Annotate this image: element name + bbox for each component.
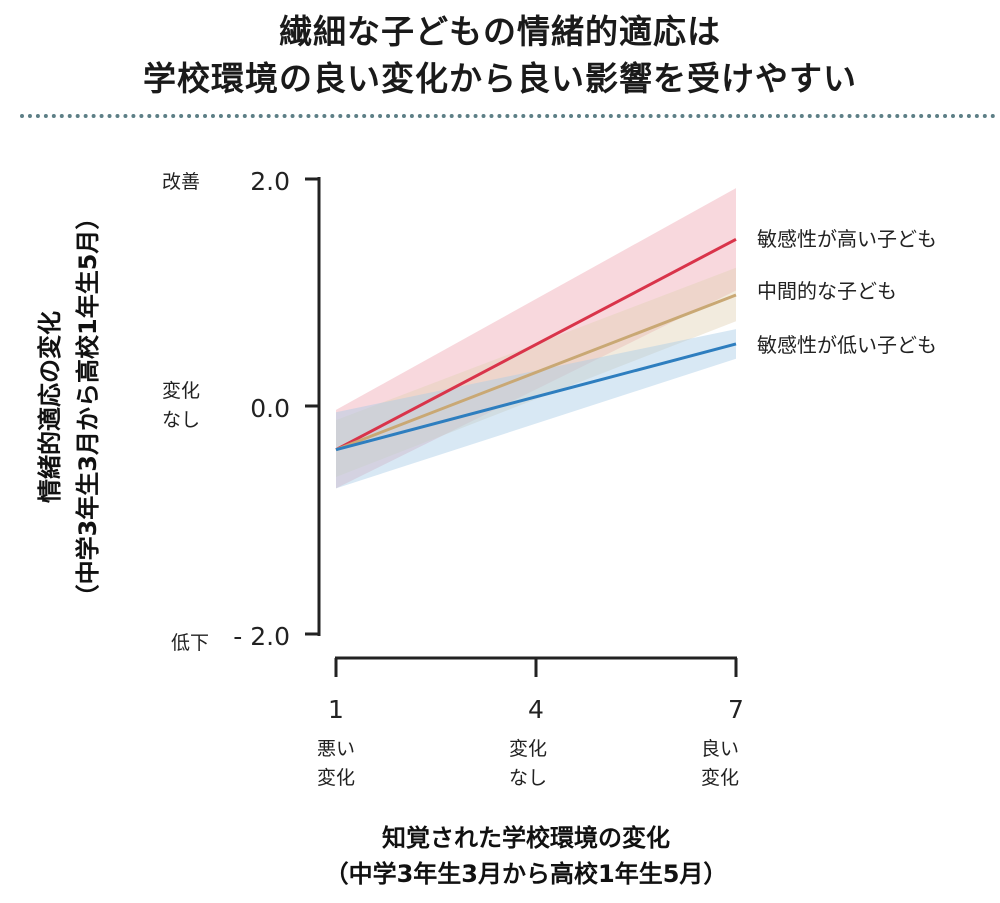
x-annotation-bad-1: 悪い xyxy=(317,738,355,760)
y-tick-label: 2.0 xyxy=(250,167,290,196)
series-line-high-sensitivity xyxy=(335,237,737,452)
confidence-bands xyxy=(336,188,736,489)
x-tick-label: 7 xyxy=(728,695,744,724)
confidence-band-high-sensitivity xyxy=(336,188,736,489)
y-tick-label: - 2.0 xyxy=(233,622,290,651)
chart-title: 繊細な子どもの情緒的適応は 学校環境の良い変化から良い影響を受けやすい xyxy=(0,8,1000,102)
x-annotation-bad-2: 変化 xyxy=(317,767,355,789)
series-label-low-sensitivity: 敏感性が低い子ども xyxy=(757,333,937,357)
x-tick-label: 1 xyxy=(328,695,344,724)
series-lines xyxy=(335,237,737,452)
series-label-medium: 中間的な子ども xyxy=(757,279,897,303)
x-axis-title-line-1: 知覚された学校環境の変化 xyxy=(382,824,670,852)
y-annotation-decline: 低下 xyxy=(171,632,209,654)
series-line-medium xyxy=(335,293,737,452)
y-annotation-nochange-2: なし xyxy=(162,409,200,431)
title-divider xyxy=(20,114,996,118)
x-axis xyxy=(334,656,738,677)
y-annotation-nochange-1: 変化 xyxy=(162,380,200,402)
x-axis-title-line-2: （中学3年生3月から高校1年生5月） xyxy=(325,860,728,888)
y-tick-label: 0.0 xyxy=(250,394,290,423)
title-line-2: 学校環境の良い変化から良い影響を受けやすい xyxy=(143,59,857,98)
series-label-high-sensitivity: 敏感性が高い子ども xyxy=(757,227,937,251)
y-axis-title-line-2: （中学3年生3月から高校1年生5月） xyxy=(74,206,102,609)
y-annotation-improve: 改善 xyxy=(162,171,200,193)
y-axis xyxy=(305,177,321,636)
series-line-low-sensitivity xyxy=(335,342,737,452)
x-annotation-good-1: 良い xyxy=(701,738,739,760)
title-line-1: 繊細な子どもの情緒的適応は xyxy=(279,12,721,51)
x-annotation-good-2: 変化 xyxy=(701,767,739,789)
x-annotation-nochange-1: 変化 xyxy=(509,738,547,760)
x-tick-label: 4 xyxy=(528,695,544,724)
y-axis-title-line-1: 情緒的適応の変化 xyxy=(36,311,64,503)
x-annotation-nochange-2: なし xyxy=(509,767,547,789)
